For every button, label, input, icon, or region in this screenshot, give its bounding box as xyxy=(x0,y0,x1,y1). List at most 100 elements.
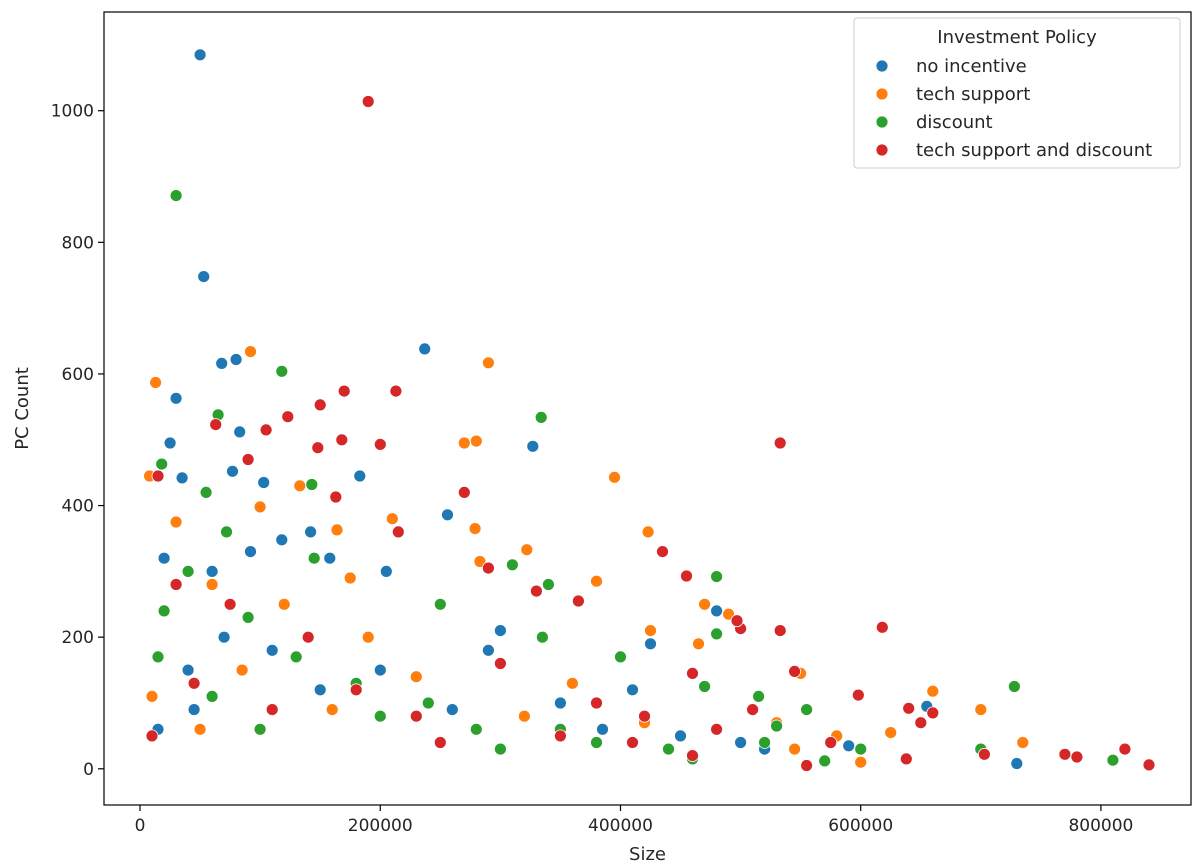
point-2-36 xyxy=(253,722,267,736)
point-2-25 xyxy=(181,565,195,578)
point-3-5 xyxy=(281,410,295,424)
point-0-0 xyxy=(193,48,207,62)
point-3-2 xyxy=(337,384,351,398)
point-3-21 xyxy=(851,688,865,702)
x-tick-label: 200000 xyxy=(348,816,413,836)
point-3-39 xyxy=(241,453,255,466)
x-axis-label: Size xyxy=(629,844,666,865)
x-tick-label: 400000 xyxy=(588,816,653,836)
point-3-53 xyxy=(187,676,201,690)
legend-marker-0 xyxy=(875,59,889,73)
point-0-22 xyxy=(710,604,723,618)
point-1-38 xyxy=(145,690,159,703)
legend-entry-0: no incentive xyxy=(916,56,1027,77)
series-0 xyxy=(151,48,1024,770)
point-3-48 xyxy=(590,696,603,710)
legend-marker-2 xyxy=(875,115,889,129)
point-0-12 xyxy=(257,476,271,489)
point-1-30 xyxy=(277,597,291,611)
legend-entry-3: tech support and discount xyxy=(916,140,1152,161)
point-2-19 xyxy=(854,742,868,756)
point-1-21 xyxy=(926,684,940,698)
point-0-6 xyxy=(418,342,432,356)
x-tick-label: 600000 xyxy=(828,816,893,836)
point-3-23 xyxy=(926,706,940,720)
point-3-52 xyxy=(145,729,159,743)
point-3-32 xyxy=(824,736,838,749)
series-2 xyxy=(151,189,1120,768)
point-3-12 xyxy=(329,490,343,504)
point-2-32 xyxy=(662,742,675,756)
point-2-22 xyxy=(1106,753,1120,767)
point-0-11 xyxy=(441,508,454,522)
y-axis: 0 200 400 600 800 1000 xyxy=(51,102,104,780)
point-1-29 xyxy=(205,578,219,591)
point-1-6 xyxy=(608,470,621,484)
y-tick-label: 600 xyxy=(62,365,94,385)
point-3-0 xyxy=(361,95,375,108)
y-tick-label: 200 xyxy=(62,628,94,648)
point-3-9 xyxy=(373,437,387,451)
point-2-7 xyxy=(220,525,233,539)
point-1-41 xyxy=(325,703,339,716)
point-3-34 xyxy=(638,709,651,723)
point-0-7 xyxy=(526,439,540,453)
point-3-31 xyxy=(800,759,813,772)
legend-entry-1: tech support xyxy=(916,84,1030,105)
point-2-38 xyxy=(493,742,507,756)
point-1-24 xyxy=(854,755,868,769)
point-2-34 xyxy=(151,650,165,664)
point-3-24 xyxy=(899,752,913,766)
point-2-15 xyxy=(614,650,627,664)
x-axis: 0 200000 400000 600000 800000 xyxy=(135,805,1133,836)
point-1-19 xyxy=(722,607,735,621)
point-1-39 xyxy=(193,722,207,736)
point-0-32 xyxy=(265,643,279,657)
point-1-2 xyxy=(481,356,495,370)
point-2-41 xyxy=(758,736,771,749)
point-3-29 xyxy=(1142,758,1156,772)
point-2-30 xyxy=(469,722,483,736)
y-tick-label: 400 xyxy=(62,497,94,517)
point-0-26 xyxy=(842,739,856,753)
point-1-40 xyxy=(235,663,249,677)
point-1-8 xyxy=(520,543,534,557)
point-0-36 xyxy=(554,696,567,710)
point-2-8 xyxy=(307,551,321,565)
point-3-6 xyxy=(209,418,223,432)
point-3-30 xyxy=(978,747,991,761)
point-0-39 xyxy=(734,736,747,749)
point-2-33 xyxy=(698,680,711,693)
point-3-19 xyxy=(686,667,699,680)
point-1-4 xyxy=(469,434,483,448)
point-2-37 xyxy=(373,709,387,723)
point-3-44 xyxy=(349,683,363,697)
point-2-27 xyxy=(289,650,303,664)
point-0-8 xyxy=(175,471,189,485)
point-0-17 xyxy=(205,565,219,578)
point-3-28 xyxy=(1118,742,1132,756)
point-3-36 xyxy=(530,584,543,598)
point-0-2 xyxy=(169,391,183,405)
point-1-32 xyxy=(409,670,423,684)
point-0-21 xyxy=(644,637,657,651)
point-2-13 xyxy=(710,627,723,641)
point-0-15 xyxy=(244,545,257,558)
point-2-17 xyxy=(752,690,765,703)
point-1-9 xyxy=(468,522,482,535)
series-3 xyxy=(145,95,1156,772)
point-3-37 xyxy=(481,561,495,575)
point-1-27 xyxy=(253,500,267,514)
point-1-17 xyxy=(692,637,705,651)
y-tick-label: 0 xyxy=(83,760,94,780)
point-3-40 xyxy=(151,469,165,483)
point-3-27 xyxy=(1070,750,1084,764)
point-2-9 xyxy=(506,558,519,572)
point-1-0 xyxy=(149,376,163,389)
point-1-25 xyxy=(884,726,898,739)
point-2-6 xyxy=(305,478,319,491)
point-2-24 xyxy=(157,604,171,618)
point-3-25 xyxy=(914,716,928,730)
point-1-10 xyxy=(385,512,399,526)
point-0-41 xyxy=(187,703,201,716)
